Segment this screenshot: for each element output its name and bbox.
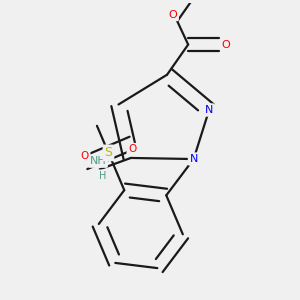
Text: O: O — [169, 10, 177, 20]
Text: N: N — [190, 154, 198, 164]
Text: S: S — [104, 146, 112, 159]
Text: O: O — [222, 40, 230, 50]
Text: NH: NH — [89, 156, 106, 166]
Text: O: O — [128, 145, 136, 154]
Text: N: N — [205, 105, 213, 115]
Text: H: H — [99, 171, 106, 181]
Text: O: O — [81, 151, 89, 161]
